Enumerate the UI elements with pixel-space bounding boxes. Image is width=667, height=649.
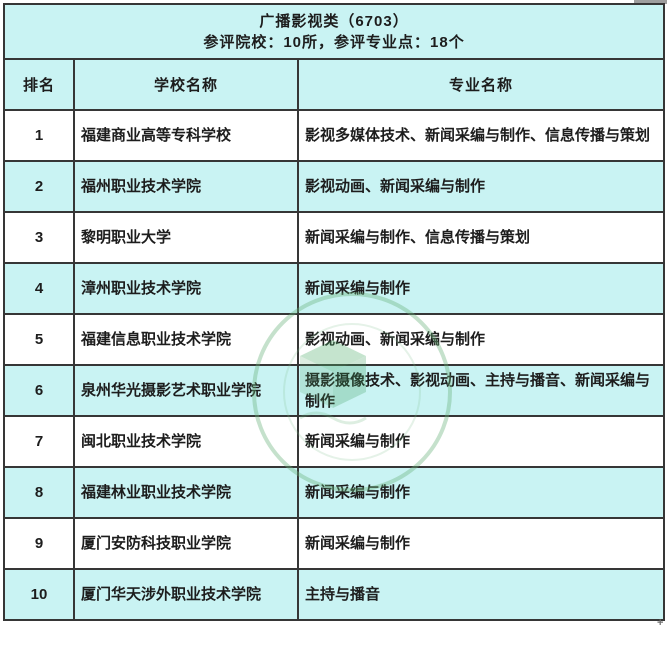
anchor-mark: + (657, 617, 664, 629)
school-cell: 福建林业职业技术学院 (73, 466, 299, 519)
school-cell: 闽北职业技术学院 (73, 415, 299, 468)
window-edge-artifact (634, 0, 667, 4)
rank-cell: 1 (3, 109, 75, 162)
rank-cell: 7 (3, 415, 75, 468)
table-row: 2 福州职业技术学院 影视动画、新闻采编与制作 (3, 160, 666, 213)
table-row: 5 福建信息职业技术学院 影视动画、新闻采编与制作 (3, 313, 666, 366)
table-row: 6 泉州华光摄影艺术职业学院 摄影摄像技术、影视动画、主持与播音、新闻采编与制作 (3, 364, 666, 417)
major-cell: 摄影摄像技术、影视动画、主持与播音、新闻采编与制作 (296, 364, 666, 417)
rank-cell: 4 (3, 262, 75, 315)
column-header-school: 学校名称 (73, 58, 299, 111)
table-row: 8 福建林业职业技术学院 新闻采编与制作 (3, 466, 666, 519)
major-cell: 新闻采编与制作 (296, 466, 666, 519)
school-cell: 福州职业技术学院 (73, 160, 299, 213)
major-cell: 新闻采编与制作 (296, 262, 666, 315)
rank-cell: 3 (3, 211, 75, 264)
table-row: 7 闽北职业技术学院 新闻采编与制作 (3, 415, 666, 468)
major-cell: 影视多媒体技术、新闻采编与制作、信息传播与策划 (296, 109, 666, 162)
column-header-row: 排名 学校名称 专业名称 (3, 58, 666, 111)
major-cell: 新闻采编与制作、信息传播与策划 (296, 211, 666, 264)
column-header-rank: 排名 (3, 58, 75, 111)
table-row: 3 黎明职业大学 新闻采编与制作、信息传播与策划 (3, 211, 666, 264)
category-subtitle: 参评院校：10所，参评专业点：18个 (203, 33, 465, 51)
table-row: 9 厦门安防科技职业学院 新闻采编与制作 (3, 517, 666, 570)
rank-cell: 8 (3, 466, 75, 519)
school-cell: 厦门安防科技职业学院 (73, 517, 299, 570)
major-cell: 影视动画、新闻采编与制作 (296, 313, 666, 366)
school-cell: 泉州华光摄影艺术职业学院 (73, 364, 299, 417)
school-cell: 福建商业高等专科学校 (73, 109, 299, 162)
ranking-table: 广播影视类（6703） 参评院校：10所，参评专业点：18个 排名 学校名称 专… (2, 3, 666, 621)
school-cell: 黎明职业大学 (73, 211, 299, 264)
rank-cell: 10 (3, 568, 75, 621)
category-title: 广播影视类（6703） (259, 12, 409, 30)
table-title-row: 广播影视类（6703） 参评院校：10所，参评专业点：18个 (2, 3, 666, 60)
school-cell: 福建信息职业技术学院 (73, 313, 299, 366)
school-cell: 漳州职业技术学院 (73, 262, 299, 315)
table-row: 10 厦门华天涉外职业技术学院 主持与播音 (3, 568, 666, 621)
rank-cell: 5 (3, 313, 75, 366)
column-header-major: 专业名称 (296, 58, 666, 111)
rank-cell: 6 (3, 364, 75, 417)
major-cell: 影视动画、新闻采编与制作 (296, 160, 666, 213)
school-cell: 厦门华天涉外职业技术学院 (73, 568, 299, 621)
table-row: 1 福建商业高等专科学校 影视多媒体技术、新闻采编与制作、信息传播与策划 (3, 109, 666, 162)
rank-cell: 9 (3, 517, 75, 570)
major-cell: 主持与播音 (296, 568, 666, 621)
table-title-cell: 广播影视类（6703） 参评院校：10所，参评专业点：18个 (2, 3, 666, 60)
rank-cell: 2 (3, 160, 75, 213)
table-row: 4 漳州职业技术学院 新闻采编与制作 (3, 262, 666, 315)
major-cell: 新闻采编与制作 (296, 517, 666, 570)
major-cell: 新闻采编与制作 (296, 415, 666, 468)
